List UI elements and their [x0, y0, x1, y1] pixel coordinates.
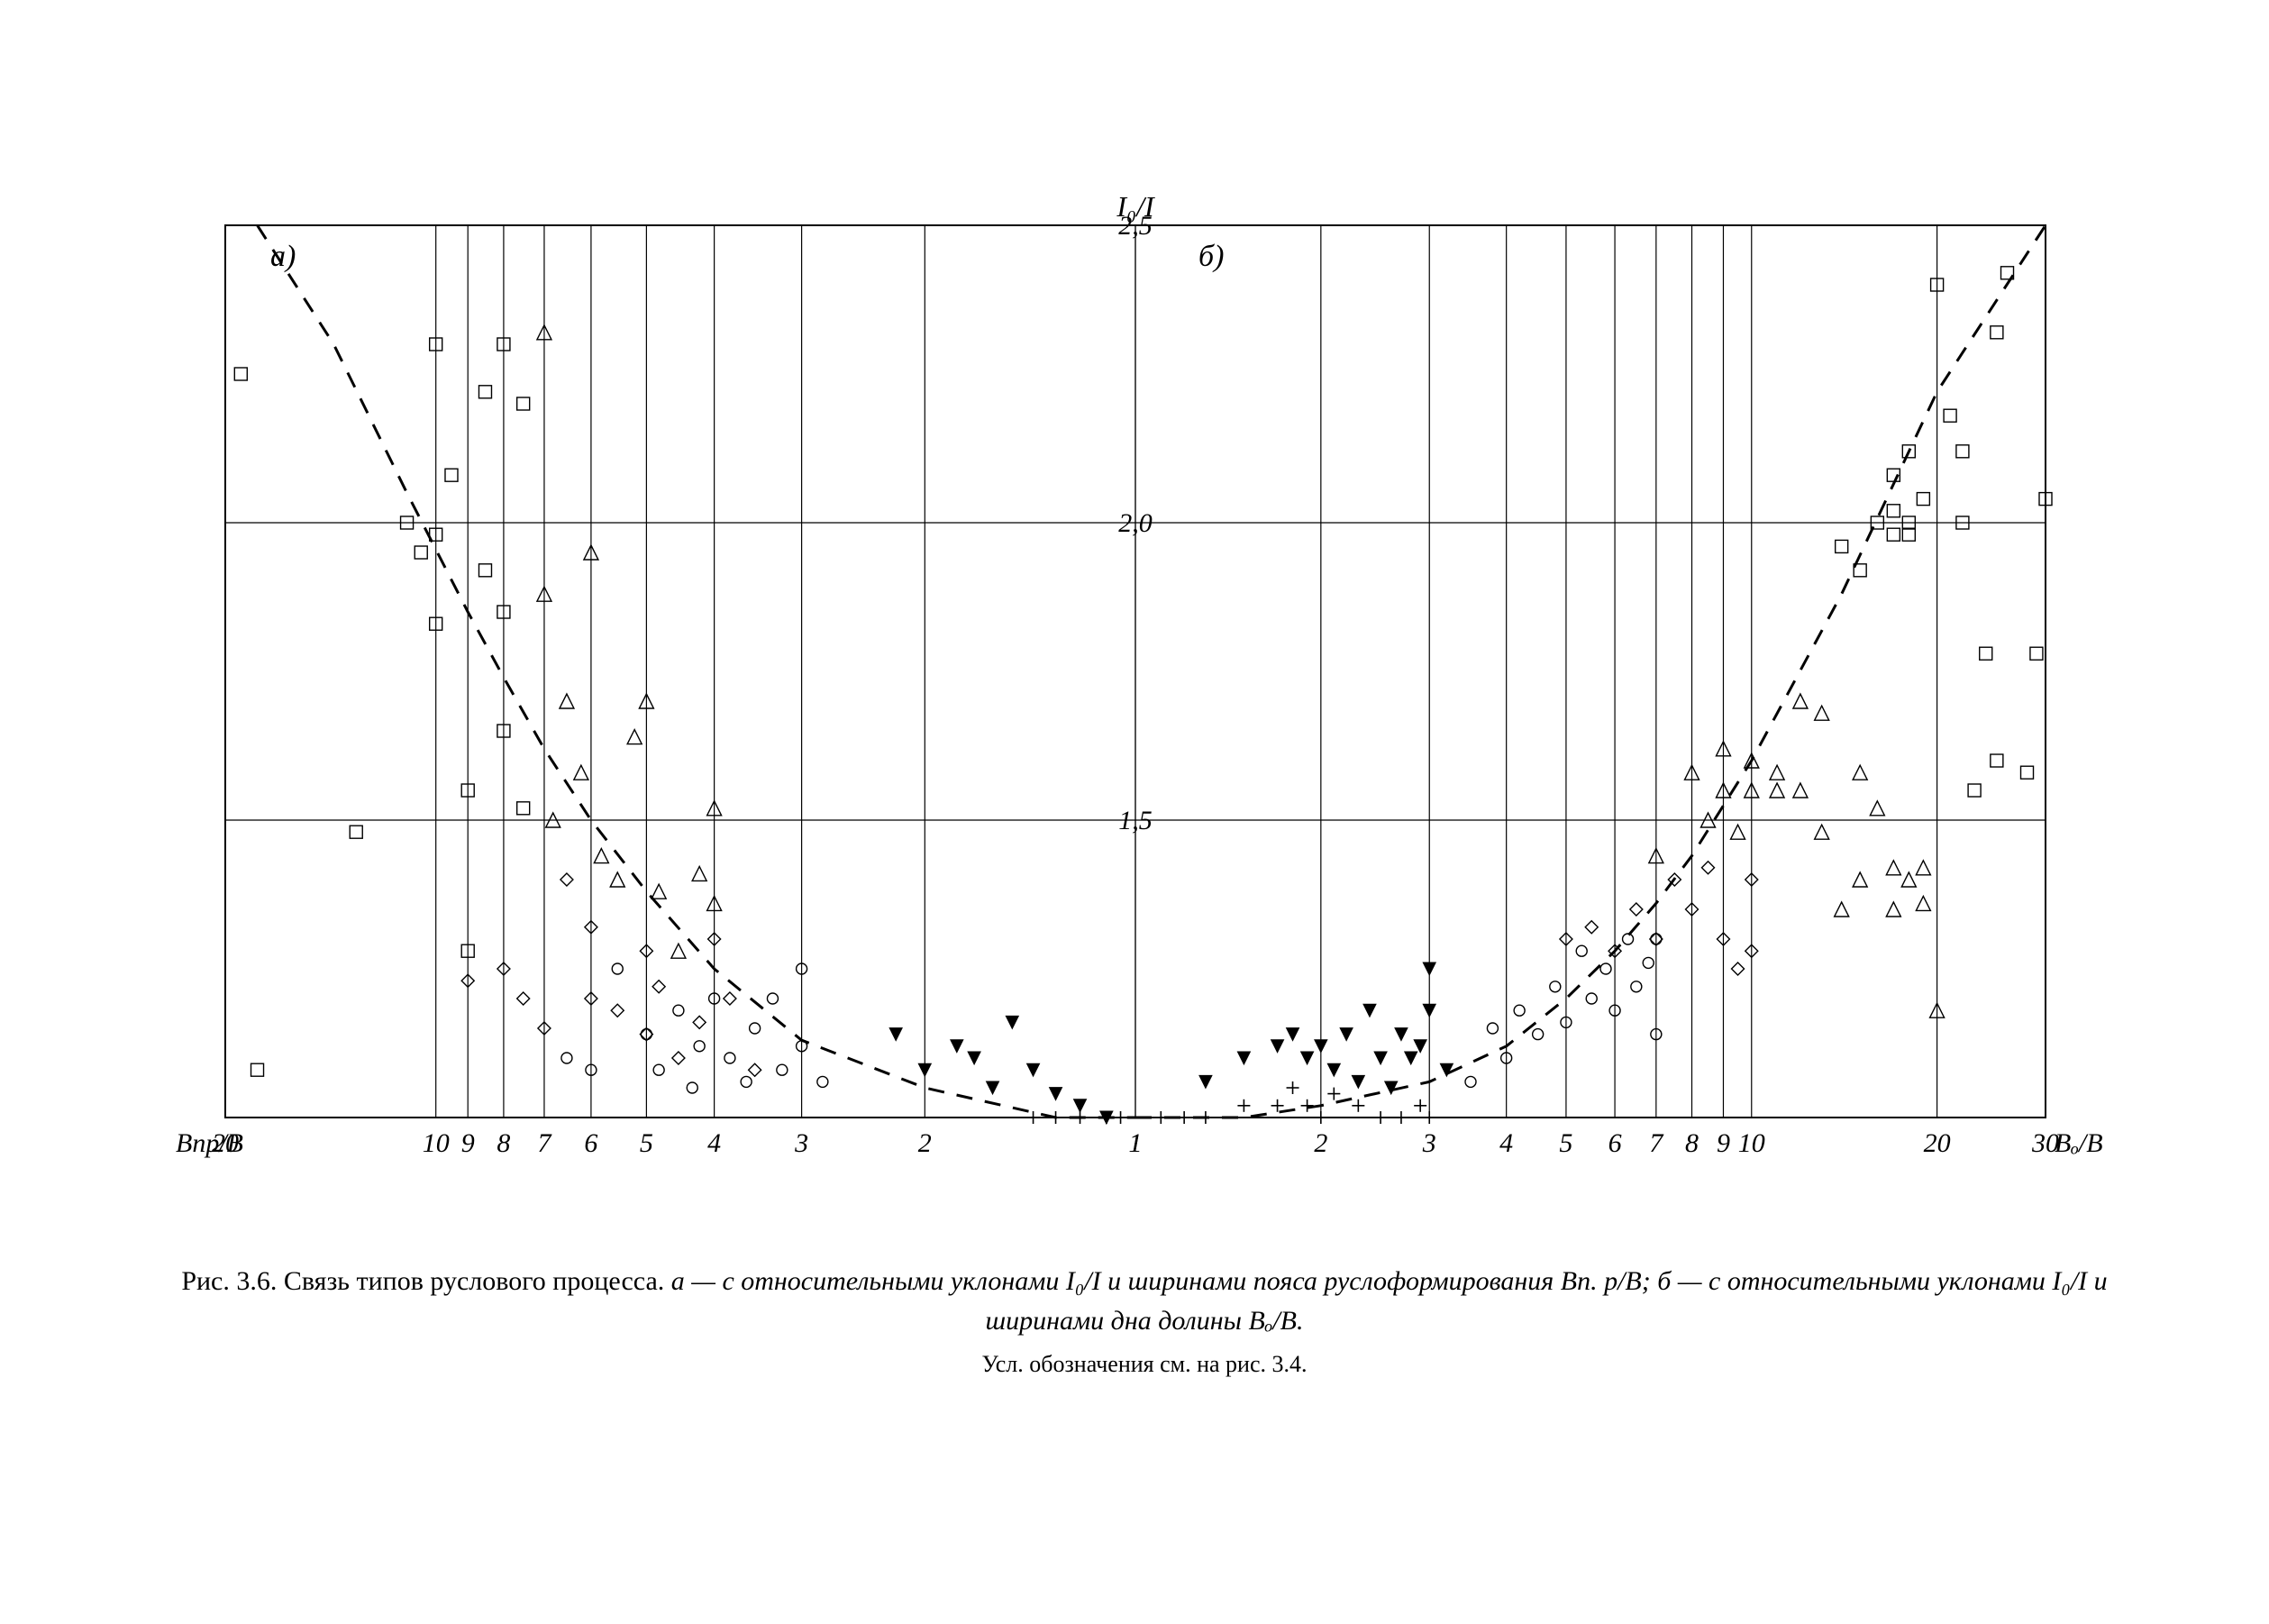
svg-text:б): б)	[1198, 240, 1224, 273]
svg-text:7: 7	[1649, 1128, 1664, 1158]
svg-text:7: 7	[537, 1128, 552, 1158]
chart-svg: 1,52,02,5I₀/I201098765432112345678910203…	[162, 189, 2109, 1190]
svg-text:3: 3	[1422, 1128, 1436, 1158]
chart-container: 1,52,02,5I₀/I201098765432112345678910203…	[162, 189, 2109, 1190]
svg-text:10: 10	[1738, 1128, 1765, 1158]
svg-text:5: 5	[1559, 1128, 1572, 1158]
svg-text:8: 8	[497, 1128, 510, 1158]
caption-line-1: Рис. 3.6. Связь типов руслового процесса…	[126, 1262, 2163, 1340]
svg-text:2,0: 2,0	[1118, 508, 1153, 538]
svg-text:9: 9	[1717, 1128, 1730, 1158]
svg-text:Bₒ/B: Bₒ/B	[2055, 1128, 2103, 1158]
svg-text:1: 1	[1129, 1128, 1143, 1158]
svg-text:2: 2	[1314, 1128, 1327, 1158]
svg-text:10: 10	[423, 1128, 450, 1158]
svg-text:6: 6	[584, 1128, 597, 1158]
svg-text:5: 5	[640, 1128, 653, 1158]
svg-text:3: 3	[794, 1128, 808, 1158]
svg-text:9: 9	[461, 1128, 475, 1158]
figure-caption: Рис. 3.6. Связь типов руслового процесса…	[126, 1262, 2163, 1389]
svg-text:6: 6	[1608, 1128, 1622, 1158]
svg-text:Bпр/B: Bпр/B	[176, 1128, 243, 1158]
svg-text:4: 4	[707, 1128, 721, 1158]
svg-text:4: 4	[1499, 1128, 1513, 1158]
svg-text:а): а)	[270, 240, 296, 273]
svg-text:I₀/I: I₀/I	[1116, 190, 1155, 223]
svg-text:1,5: 1,5	[1118, 806, 1153, 835]
svg-text:2: 2	[918, 1128, 932, 1158]
svg-text:8: 8	[1685, 1128, 1699, 1158]
caption-line-2: Усл. обозначения см. на рис. 3.4.	[126, 1347, 2163, 1382]
svg-text:20: 20	[1924, 1128, 1951, 1158]
